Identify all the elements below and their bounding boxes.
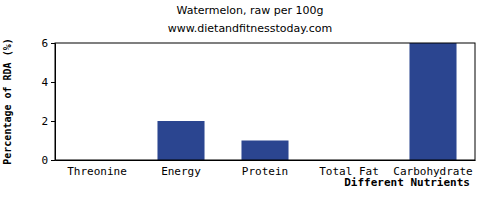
y-tick: 6 [41,37,55,50]
y-tick: 4 [41,76,55,89]
y-tick-mark [51,160,55,161]
y-tick-label: 4 [41,76,48,89]
chart: 0246ThreonineEnergyProteinTotal FatCarbo… [0,0,500,200]
y-tick-mark [51,82,55,83]
bars [157,43,456,160]
bar [157,121,204,160]
y-tick-label: 2 [41,115,48,128]
y-tick-label: 0 [41,154,48,167]
y-axis-line [51,44,56,161]
y-tick: 2 [41,115,55,128]
bar [241,141,288,161]
y-tick-mark [51,121,55,122]
y-axis: 0 2 4 6 [41,37,55,167]
x-axis-title: Different Nutrients [344,176,470,189]
x-axis-line [56,160,476,161]
y-tick-mark [51,43,55,44]
x-tick-label: Protein [242,165,288,178]
title: Watermelon, raw per 100g [176,4,323,17]
x-tick-label: Threonine [67,165,127,178]
y-axis-title: Percentage of RDA (%) [2,38,13,164]
bar [409,43,456,160]
x-tick: Energy [161,160,201,178]
x-tick: Protein [242,160,288,178]
subtitle: www.dietandfitnesstoday.com [168,22,332,35]
y-tick: 0 [41,154,55,167]
plot: 0246ThreonineEnergyProteinTotal FatCarbo… [41,37,475,178]
x-tick-label: Energy [161,165,201,178]
plot-frame [55,43,475,160]
y-tick-label: 6 [41,37,48,50]
x-tick: Threonine [67,160,127,178]
